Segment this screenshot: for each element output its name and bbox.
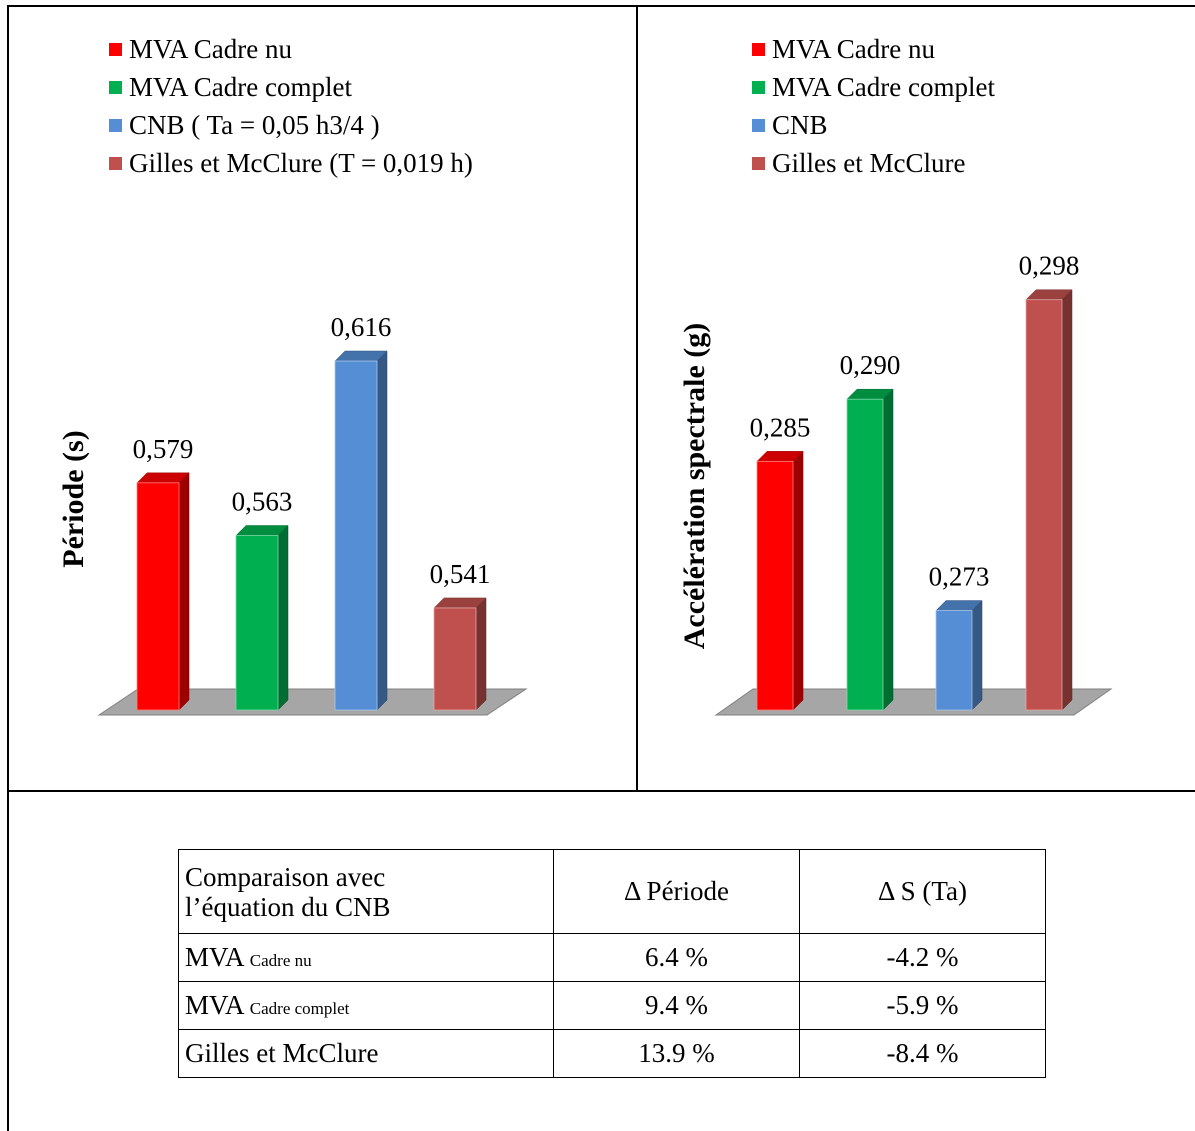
data-label: 0,290 <box>840 350 901 380</box>
periode-plot: 0,579 0,563 0,616 0,541 <box>97 312 528 716</box>
table-header-row: Comparaison avec l’équation du CNB Δ Pér… <box>178 849 1046 934</box>
legend-swatch <box>109 156 122 170</box>
legend-label: MVA Cadre complet <box>129 72 352 102</box>
bar <box>756 460 794 711</box>
row-label-sub: Cadre nu <box>249 951 312 970</box>
delta-s-cell: -5.9 % <box>799 981 1046 1030</box>
bar <box>136 482 180 711</box>
legend-swatch <box>752 118 765 132</box>
row-label-main: MVA <box>185 942 244 972</box>
table-header-comparaison: Comparaison avec l’équation du CNB <box>178 849 554 934</box>
comparison-table: Comparaison avec l’équation du CNB Δ Pér… <box>178 849 1046 1078</box>
middle-divider <box>7 790 1195 792</box>
legend-label: Gilles et McClure <box>772 148 966 178</box>
delta-periode-cell: 6.4 % <box>553 933 800 982</box>
table-header-delta-periode: Δ Période <box>553 849 800 934</box>
data-label: 0,273 <box>929 562 990 592</box>
periode-legend: MVA Cadre nu MVA Cadre complet CNB ( Ta … <box>109 30 473 182</box>
bar <box>1025 299 1063 711</box>
legend-item: MVA Cadre complet <box>109 68 473 106</box>
legend-label: Gilles et McClure (T = 0,019 h) <box>129 148 473 178</box>
legend-swatch <box>752 42 765 56</box>
delta-periode-cell: 9.4 % <box>553 981 800 1030</box>
legend-swatch <box>109 80 122 94</box>
legend-item: MVA Cadre nu <box>752 30 995 68</box>
row-label-main: MVA <box>185 990 244 1020</box>
top-border <box>7 5 1195 7</box>
row-label-main: Gilles et McClure <box>185 1038 379 1068</box>
row-label: MVA Cadre nu <box>178 933 554 982</box>
bar-side <box>971 599 983 711</box>
table-row: MVA Cadre complet 9.4 % -5.9 % <box>178 981 1046 1030</box>
left-border <box>7 5 9 1131</box>
header-line: Comparaison avec <box>185 861 386 892</box>
legend-item: MVA Cadre nu <box>109 30 473 68</box>
bar-side <box>277 524 289 711</box>
delta-s-cell: -8.4 % <box>799 1029 1046 1078</box>
acceleration-chart: MVA Cadre nu MVA Cadre complet CNB Gille… <box>638 7 1195 790</box>
delta-s-cell: -4.2 % <box>799 933 1046 982</box>
data-label: 0,579 <box>133 434 194 464</box>
data-label: 0,541 <box>430 559 491 589</box>
table-header-delta-s: Δ S (Ta) <box>799 849 1046 934</box>
bar <box>935 610 973 711</box>
table-row: Gilles et McClure 13.9 % -8.4 % <box>178 1029 1046 1078</box>
header-line: l’équation du CNB <box>185 891 391 922</box>
data-label: 0,298 <box>1019 251 1080 281</box>
legend-label: CNB <box>772 110 828 140</box>
legend-label: MVA Cadre nu <box>129 34 293 64</box>
bar-side <box>1061 289 1073 711</box>
bar-side <box>475 597 487 711</box>
data-label: 0,285 <box>750 412 811 442</box>
bar <box>235 535 279 711</box>
acceleration-plot: 0,285 0,290 0,273 0,298 <box>714 251 1113 716</box>
row-label-sub: Cadre complet <box>249 999 350 1018</box>
bar-side <box>882 388 894 711</box>
bar <box>433 607 477 711</box>
row-label: Gilles et McClure <box>178 1029 554 1078</box>
legend-swatch <box>752 156 765 170</box>
legend-item: Gilles et McClure (T = 0,019 h) <box>109 144 473 182</box>
bar-side <box>178 472 190 711</box>
legend-item: MVA Cadre complet <box>752 68 995 106</box>
legend-item: CNB <box>752 106 995 144</box>
chart-floor <box>97 688 528 716</box>
legend-label: CNB ( Ta = 0,05 h3/4 ) <box>129 110 380 140</box>
legend-swatch <box>752 80 765 94</box>
legend-item: CNB ( Ta = 0,05 h3/4 ) <box>109 106 473 144</box>
bar-side <box>376 350 388 711</box>
legend-label: MVA Cadre nu <box>772 34 936 64</box>
row-label: MVA Cadre complet <box>178 981 554 1030</box>
periode-chart: MVA Cadre nu MVA Cadre complet CNB ( Ta … <box>9 7 636 790</box>
chart-floor <box>714 688 1113 716</box>
legend-swatch <box>109 42 122 56</box>
bar-side <box>792 450 804 711</box>
data-label: 0,563 <box>232 487 293 517</box>
acceleration-legend: MVA Cadre nu MVA Cadre complet CNB Gille… <box>752 30 995 182</box>
delta-periode-cell: 13.9 % <box>553 1029 800 1078</box>
legend-swatch <box>109 118 122 132</box>
bar <box>334 360 378 711</box>
legend-label: MVA Cadre complet <box>772 72 995 102</box>
legend-item: Gilles et McClure <box>752 144 995 182</box>
data-label: 0,616 <box>331 312 392 342</box>
bar <box>846 398 884 711</box>
center-divider <box>636 5 638 791</box>
table-row: MVA Cadre nu 6.4 % -4.2 % <box>178 933 1046 982</box>
